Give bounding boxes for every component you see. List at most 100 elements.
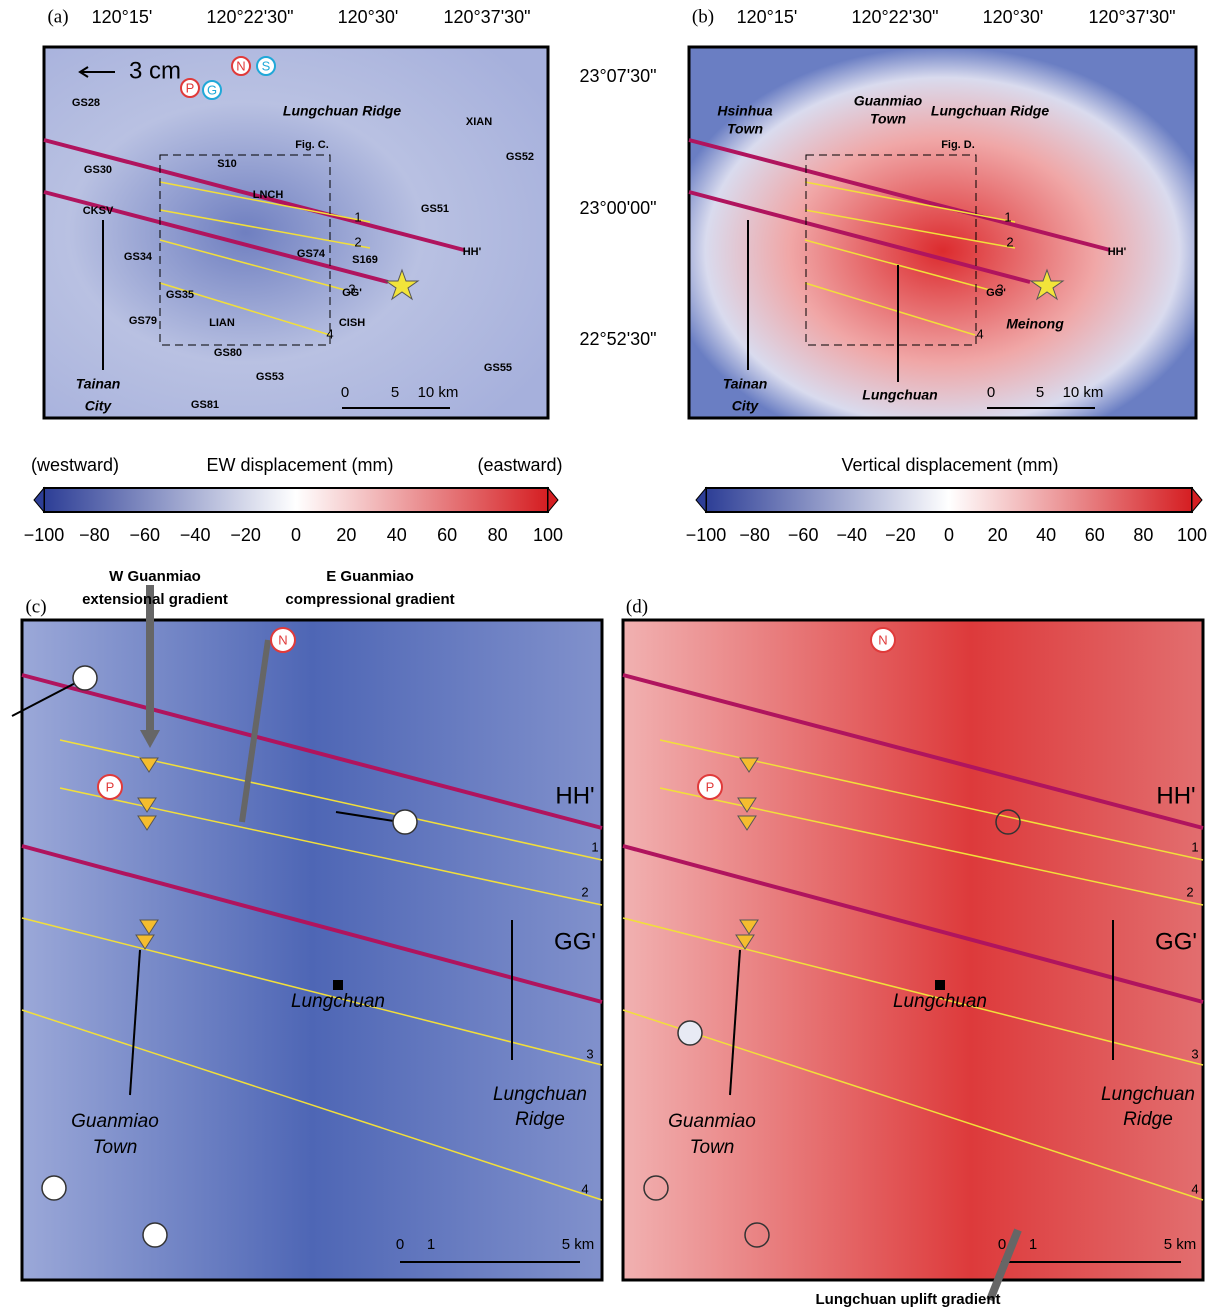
label: GG': [342, 287, 362, 299]
colorbar-tick: −80: [739, 525, 770, 545]
profile-marker: N: [278, 632, 287, 647]
longitude-label: 120°22'30": [851, 7, 938, 27]
colorbar-title: Vertical displacement (mm): [841, 455, 1058, 475]
label: Tainan: [76, 376, 121, 392]
colorbar-title: EW displacement (mm): [206, 455, 393, 475]
station-label: S169: [352, 254, 378, 266]
label: Fig. D.: [941, 139, 975, 151]
panel-label: (b): [692, 6, 714, 27]
label: GG': [1155, 928, 1197, 955]
colorbar-tick: 20: [336, 525, 356, 545]
line-number: 2: [581, 884, 588, 899]
station-label: GS51: [421, 203, 449, 215]
profile-marker: P: [186, 80, 195, 95]
colorbar-tick: −40: [837, 525, 868, 545]
label: Town: [870, 111, 906, 127]
colorbar-tick: 80: [488, 525, 508, 545]
marker: [97, 774, 123, 800]
label: Lungchuan uplift gradient: [816, 1291, 1001, 1308]
panel-label: (a): [47, 6, 68, 27]
colorbar-tick: 0: [944, 525, 954, 545]
label: Guanmiao: [71, 1111, 159, 1132]
longitude-label: 120°37'30": [1088, 7, 1175, 27]
station-label: LNCH: [253, 189, 284, 201]
scale-label: 0: [998, 1236, 1006, 1253]
line-number: 3: [586, 1046, 593, 1061]
longitude-label: 120°37'30": [443, 7, 530, 27]
line-number: 2: [1186, 884, 1193, 899]
label: Ridge: [515, 1109, 565, 1130]
panel-label: (d): [626, 596, 648, 617]
scale-label: 10 km: [1063, 384, 1104, 401]
station-label: GS80: [214, 347, 242, 359]
scale-label: 5: [391, 384, 399, 401]
station-label: XIAN: [466, 116, 492, 128]
profile-marker: N: [236, 58, 245, 73]
labels: 120°15' 120°15' 120°22'30" 120°22'30" 120°30…: [24, 6, 1207, 1308]
line-number: 1: [591, 839, 598, 854]
station-label: GS30: [84, 164, 112, 176]
colorbar-tick: 40: [1036, 525, 1056, 545]
station-label: GS55: [484, 362, 512, 374]
station-label: GS34: [124, 251, 153, 263]
label: (westward): [31, 455, 119, 475]
scale-label: 0: [341, 384, 349, 401]
profile-marker: N: [878, 632, 887, 647]
scale-label: 0: [987, 384, 995, 401]
colorbar-tick: −80: [79, 525, 110, 545]
line-number: 1: [1191, 839, 1198, 854]
line-number: 4: [581, 1181, 588, 1196]
longitude-label: 120°15': [737, 7, 798, 27]
label: HH': [1156, 782, 1195, 809]
line-number: 2: [354, 234, 361, 249]
colorbar-tick: 100: [1177, 525, 1207, 545]
station-label: S10: [217, 158, 237, 170]
line-number: 4: [326, 326, 333, 341]
arrow-scale: 3 cm: [129, 57, 181, 84]
colorbar-tick: −100: [686, 525, 727, 545]
scale-label: 10 km: [418, 384, 459, 401]
line-number: 2: [1006, 234, 1013, 249]
marker: [870, 627, 896, 653]
label: Town: [727, 121, 763, 137]
label: HH': [463, 246, 482, 258]
label: Ridge: [1123, 1109, 1173, 1130]
colorbar-tick: 60: [1085, 525, 1105, 545]
label: Guanmiao: [854, 93, 923, 109]
scale-label: 0: [396, 1236, 404, 1253]
label: Lungchuan: [893, 991, 987, 1012]
marker: [231, 56, 251, 76]
scale-label: 5: [1036, 384, 1044, 401]
label: Lungchuan: [291, 991, 385, 1012]
scale-label: 5 km: [1164, 1236, 1197, 1253]
line-number: 3: [1191, 1046, 1198, 1061]
line-number: 1: [354, 209, 361, 224]
label: extensional gradient: [82, 591, 228, 608]
station-label: GS79: [129, 315, 157, 327]
colorbar-tick: −20: [230, 525, 261, 545]
colorbar-tick: −40: [180, 525, 211, 545]
label: HH': [555, 782, 594, 809]
label: Lungchuan: [1101, 1084, 1195, 1105]
label: W Guanmiao: [109, 568, 201, 585]
station-label: GS81: [191, 399, 219, 411]
label: Lungchuan: [862, 387, 937, 403]
station-label: GS28: [72, 97, 100, 109]
label: Lungchuan Ridge: [283, 103, 401, 119]
label: GG': [554, 928, 596, 955]
longitude-label: 120°15': [92, 7, 153, 27]
label: HH': [1108, 246, 1127, 258]
marker: [180, 78, 200, 98]
label: GG': [986, 287, 1006, 299]
longitude-label: 120°22'30": [206, 7, 293, 27]
line-number: 4: [976, 326, 983, 341]
label: Fig. C.: [295, 139, 329, 151]
line-number: 3: [996, 281, 1003, 296]
marker: [697, 774, 723, 800]
station-label: GS74: [297, 248, 326, 260]
latitude-label: 23°07'30": [579, 66, 656, 86]
marker: [202, 80, 222, 100]
latitude-label: 22°52'30": [579, 329, 656, 349]
colorbar-tick: 20: [988, 525, 1008, 545]
